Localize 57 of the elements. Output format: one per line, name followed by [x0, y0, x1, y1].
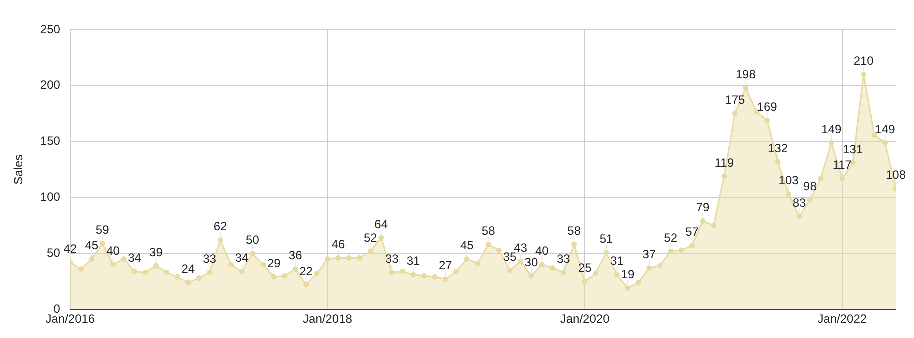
y-axis-title: Sales: [12, 154, 26, 185]
y-tick-label: 100: [40, 190, 61, 204]
data-label: 58: [482, 224, 496, 238]
data-label: 119: [714, 156, 734, 170]
data-label: 33: [385, 252, 400, 266]
data-label: 175: [725, 93, 746, 108]
data-label: 169: [757, 100, 778, 114]
data-label: 58: [568, 224, 582, 238]
data-label: 33: [203, 252, 217, 266]
y-tick-label: 150: [40, 134, 61, 148]
data-label: 83: [792, 196, 806, 210]
y-tick-label: 250: [40, 22, 61, 36]
data-label: 149: [875, 122, 896, 136]
data-label: 117: [832, 158, 852, 172]
data-label: 108: [886, 168, 906, 182]
data-label: 57: [686, 225, 700, 240]
data-label: 132: [768, 141, 788, 156]
data-label: 79: [696, 200, 710, 215]
data-label: 149: [822, 122, 842, 136]
data-label: 19: [621, 268, 635, 282]
data-label: 34: [128, 250, 142, 265]
data-label: 34: [235, 250, 249, 265]
x-tick-label: Jan/2020: [560, 312, 610, 326]
data-label: 210: [854, 54, 874, 68]
data-label: 42: [64, 242, 78, 256]
data-label: 27: [439, 258, 453, 273]
data-label: 33: [556, 252, 571, 266]
data-label: 59: [96, 222, 110, 237]
data-label: 50: [246, 232, 260, 247]
data-label: 51: [600, 232, 614, 246]
data-label: 25: [578, 260, 592, 275]
data-label: 98: [804, 179, 818, 194]
x-tick-label: Jan/2022: [818, 312, 868, 326]
data-label: 40: [106, 244, 120, 258]
data-label: 29: [267, 256, 282, 270]
data-label: 36: [288, 248, 303, 263]
data-label: 40: [536, 244, 550, 258]
data-label: 30: [524, 255, 538, 270]
data-label: 39: [150, 245, 164, 260]
x-tick-label: Jan/2018: [303, 312, 353, 326]
data-label: 46: [332, 237, 346, 252]
data-label: 52: [664, 230, 678, 245]
data-label: 45: [85, 238, 99, 253]
data-label: 62: [214, 220, 228, 234]
data-label: 103: [778, 174, 800, 188]
data-label: 45: [460, 238, 474, 253]
data-label: 198: [736, 67, 756, 82]
data-label: 31: [610, 254, 624, 268]
data-label: 52: [364, 230, 378, 245]
data-label: 24: [182, 262, 196, 276]
data-label: 22: [300, 264, 314, 278]
y-tick-label: 50: [47, 246, 61, 260]
data-label: 64: [374, 217, 388, 232]
data-label: 131: [843, 142, 864, 156]
data-label: 37: [642, 248, 656, 262]
y-tick-label: 200: [40, 78, 61, 92]
data-label: 31: [406, 254, 421, 268]
